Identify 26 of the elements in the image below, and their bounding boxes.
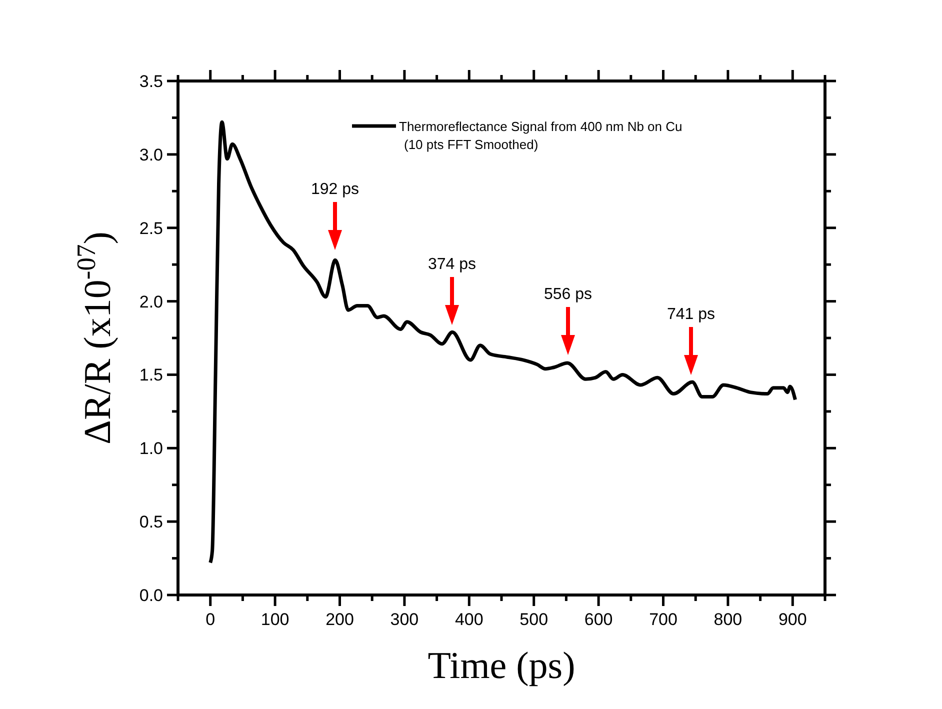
x-tick-label: 200 <box>326 610 354 629</box>
x-axis-title: Time (ps) <box>428 645 576 687</box>
x-tick-label: 100 <box>260 610 290 629</box>
y-tick-label: 2.0 <box>139 292 163 312</box>
x-tick-label: 900 <box>778 610 807 629</box>
y-tick-label: 2.5 <box>139 218 163 238</box>
y-tick-label: 1.0 <box>139 439 163 458</box>
line-series <box>208 120 797 564</box>
x-tick-label: 400 <box>454 610 484 629</box>
x-tick-label: 0 <box>206 610 216 629</box>
x-tick-label: 700 <box>649 610 678 629</box>
annotation: 556 ps <box>544 286 592 303</box>
y-tick-label: 3.0 <box>139 145 163 164</box>
annotation: (10 pts FFT Smoothed) <box>404 137 538 152</box>
x-tick-label: 600 <box>584 610 613 629</box>
annotation: 741 ps <box>666 306 716 323</box>
y-tick-label: 0.0 <box>139 586 163 605</box>
y-tick-label: 0.5 <box>139 512 163 532</box>
annotation: 374 ps <box>428 256 476 273</box>
legend-label: Thermoreflectance Signal from 400 nm Nb on Cu <box>399 119 682 134</box>
x-tick-label: 500 <box>520 610 548 629</box>
y-tick-label: 3.5 <box>139 72 163 91</box>
x-tick-label: 800 <box>714 610 742 629</box>
annotation: 192 ps <box>310 181 360 198</box>
x-tick-label: 300 <box>390 610 419 629</box>
y-tick-label: 1.5 <box>139 366 163 385</box>
